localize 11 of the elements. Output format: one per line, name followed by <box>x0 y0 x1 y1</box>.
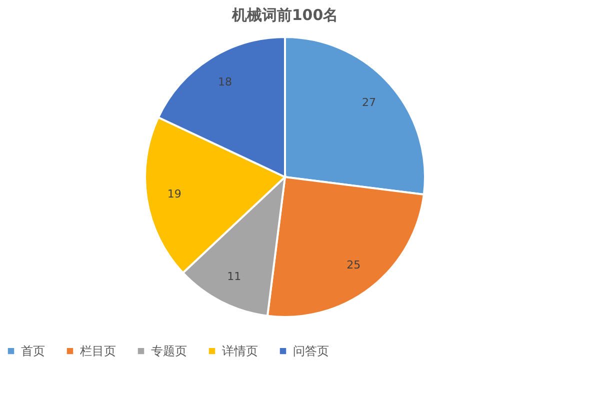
legend-label: 首页 <box>21 344 45 358</box>
legend-label: 专题页 <box>151 344 187 358</box>
data-label: 11 <box>227 270 242 283</box>
legend-label: 问答页 <box>293 344 329 358</box>
chart-title: 机械词前100名 <box>230 6 338 24</box>
data-label: 27 <box>362 96 376 109</box>
data-label: 25 <box>346 258 361 272</box>
legend-label: 详情页 <box>222 344 258 358</box>
data-label: 18 <box>218 75 232 88</box>
legend-label: 栏目页 <box>79 344 116 358</box>
data-label: 19 <box>167 188 182 201</box>
